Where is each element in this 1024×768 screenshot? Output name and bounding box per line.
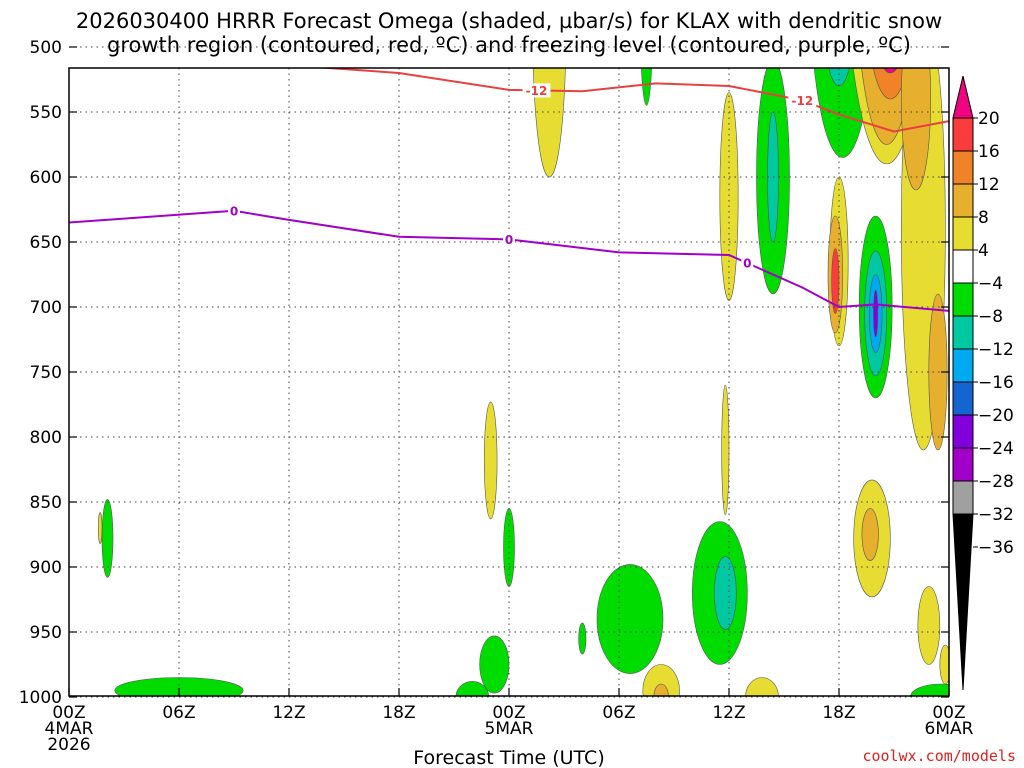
colorbar-label-7: −12: [978, 340, 1014, 360]
colorbar-label-10: −24: [978, 439, 1014, 459]
freezing-level-label-0: 0: [230, 204, 238, 218]
omega-cell-22: [745, 677, 779, 696]
dgz-lower-label-bg-1: [522, 83, 551, 98]
xtick-label-7-1: 18Z: [822, 703, 855, 723]
colorbar-label-12: −32: [978, 505, 1014, 525]
freezing-level-label-2: 0: [743, 257, 751, 271]
colorbar-segment-9: [952, 381, 974, 416]
grid-lines: [69, 46, 949, 698]
colorbar-segment-2: [952, 150, 974, 185]
x-axis-label: Forecast Time (UTC): [413, 747, 604, 768]
xtick-label-3-1: 18Z: [382, 703, 415, 723]
colorbar-label-2: 12: [978, 175, 1000, 195]
colorbar-segment-4: [952, 216, 974, 251]
omega-cell-19: [714, 556, 737, 630]
omega-cell-8: [455, 681, 490, 696]
colorbar-segment-11: [952, 447, 974, 482]
freezing-level-label-1: 0: [505, 233, 513, 247]
freezing-level-label-bg-0: [228, 203, 240, 218]
xtick-label-2-1: 12Z: [272, 703, 305, 723]
ytick-label-550: 550: [30, 103, 62, 123]
omega-cell-6: [479, 635, 510, 694]
dgz-lower-line: [314, 68, 949, 133]
dgz-lower-label-2: -12: [791, 94, 813, 108]
y-axis-ticks: 2503003504004505005506006507007508008509…: [19, 38, 949, 708]
colorbar-segment-3: [952, 183, 974, 218]
ytick-label-650: 650: [30, 233, 62, 253]
omega-cell-47: [861, 508, 879, 561]
freezing-level-label-bg-2: [741, 256, 754, 271]
ytick-label-700: 700: [30, 298, 62, 318]
colorbar-label-5: −4: [978, 274, 1003, 294]
xtick-label-4-1: 00Z: [492, 703, 525, 723]
omega-cell-50: [939, 644, 949, 685]
colorbar-top-arrow: [952, 75, 974, 119]
omega-cell-16: [642, 664, 680, 696]
colorbar-label-6: −8: [978, 307, 1003, 327]
colorbar-label-1: 16: [978, 142, 1000, 162]
omega-cell-32: [883, 68, 898, 74]
colorbar-segment-8: [952, 348, 974, 383]
omega-cell-37: [901, 68, 931, 191]
colorbar-label-0: 20: [978, 109, 1000, 129]
omega-cell-0: [98, 512, 103, 544]
ytick-label-950: 950: [30, 623, 62, 643]
colorbar-segment-12: [952, 480, 974, 515]
colorbar-label-13: −36: [978, 538, 1014, 558]
omega-cell-5: [483, 401, 498, 520]
ytick-label-800: 800: [30, 428, 62, 448]
omega-cell-31: [873, 68, 908, 100]
colorbar-segment-10: [952, 414, 974, 449]
ytick-label-1000: 1000: [19, 688, 62, 708]
chart-title-line2: growth region (contoured, red, ºC) and f…: [107, 33, 911, 57]
xtick-label-8-2: 6MAR: [925, 719, 974, 739]
colorbar-label-3: 8: [978, 208, 989, 228]
colorbar-segment-6: [952, 282, 974, 317]
dgz-lower-label-1: -12: [526, 84, 548, 98]
omega-cell-9: [578, 622, 587, 655]
chart-title-line1: 2026030400 HRRR Forecast Omega (shaded, …: [76, 9, 942, 33]
xtick-label-0-3: 2026: [47, 735, 90, 755]
freezing-level-label-bg-1: [503, 232, 515, 247]
omega-cell-49: [910, 683, 949, 696]
xtick-label-5-1: 06Z: [602, 703, 635, 723]
dgz-lower-label-bg-2: [788, 93, 817, 108]
colorbar-label-9: −20: [978, 406, 1014, 426]
colorbar-segment-5: [952, 249, 974, 284]
xtick-label-0-2: 4MAR: [45, 719, 94, 739]
ytick-label-500: 500: [30, 38, 62, 58]
xtick-label-0-1: 00Z: [52, 703, 85, 723]
omega-cell-48: [917, 586, 941, 665]
xtick-label-6-1: 12Z: [712, 703, 745, 723]
ytick-label-750: 750: [30, 363, 62, 383]
xtick-label-1-1: 06Z: [162, 703, 195, 723]
colorbar-label-8: −16: [978, 373, 1014, 393]
ytick-label-900: 900: [30, 558, 62, 578]
omega-cell-1: [101, 499, 114, 578]
colorbar-label-4: 4: [978, 241, 989, 261]
ytick-label-850: 850: [30, 493, 62, 513]
xtick-label-8-1: 00Z: [932, 703, 965, 723]
dgz-lower-label-0: -12: [241, 56, 263, 70]
colorbar-segment-1: [952, 117, 974, 152]
freezing-level-line: [69, 209, 949, 312]
credit-text: coolwx.com/models: [862, 747, 1016, 765]
xtick-label-4-2: 5MAR: [485, 719, 534, 739]
omega-cell-15: [596, 564, 664, 674]
dgz-lower-label-bg-0: [238, 68, 267, 70]
omega-cell-2: [114, 677, 244, 696]
omega-cell-14: [641, 68, 652, 106]
colorbar: 20 16 12 8 4 −4 −8 −12 −16 −20 −24 −28 −32 −36: [952, 75, 1014, 691]
colorbar-segment-7: [952, 315, 974, 350]
colorbar-bottom-arrow: [952, 513, 974, 691]
omega-cell-45: [873, 289, 879, 338]
omega-cell-41: [831, 248, 840, 314]
omega-cell-17: [653, 683, 669, 696]
ytick-label-600: 600: [30, 168, 62, 188]
colorbar-label-11: −28: [978, 472, 1014, 492]
omega-cell-13: [721, 384, 730, 516]
